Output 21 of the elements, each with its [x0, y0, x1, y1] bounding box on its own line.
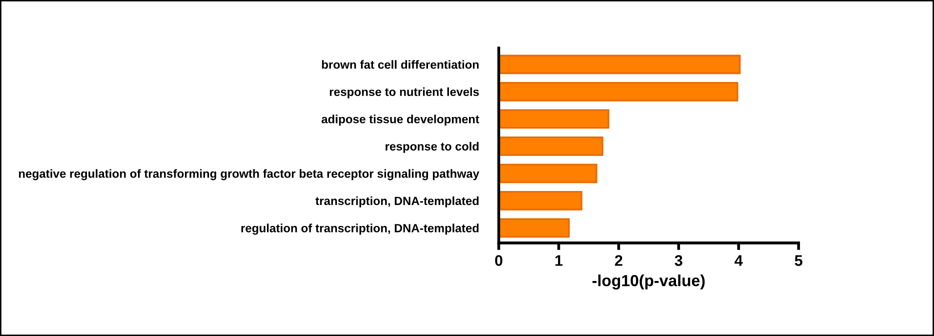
- x-tick-label: 0: [495, 255, 502, 266]
- bar: [498, 164, 598, 184]
- bar: [498, 136, 604, 156]
- x-tick-label: 3: [674, 255, 682, 266]
- y-tick-label: adipose tissue development: [322, 114, 480, 126]
- x-axis-title: -log10(p-value): [592, 274, 705, 290]
- bar: [498, 54, 741, 74]
- y-tick-label: brown fat cell differentiation: [322, 60, 479, 69]
- bar: [498, 82, 738, 102]
- x-tick-label: 1: [555, 255, 563, 266]
- y-tick-label: negative regulation of transforming growth factor beta receptor signaling pathway: [18, 169, 480, 180]
- bar: [498, 190, 582, 210]
- x-tick-label: 4: [734, 255, 743, 266]
- bar: [498, 109, 610, 129]
- x-tick-label: 2: [614, 255, 622, 266]
- y-tick-label: response to nutrient levels: [330, 87, 479, 98]
- bar: [498, 218, 570, 238]
- x-tick-label: 5: [794, 255, 802, 266]
- y-tick-label: regulation of transcription, DNA-templated: [241, 224, 479, 235]
- y-tick-label: response to cold: [386, 142, 479, 153]
- y-tick-label: transcription, DNA-templated: [315, 196, 479, 208]
